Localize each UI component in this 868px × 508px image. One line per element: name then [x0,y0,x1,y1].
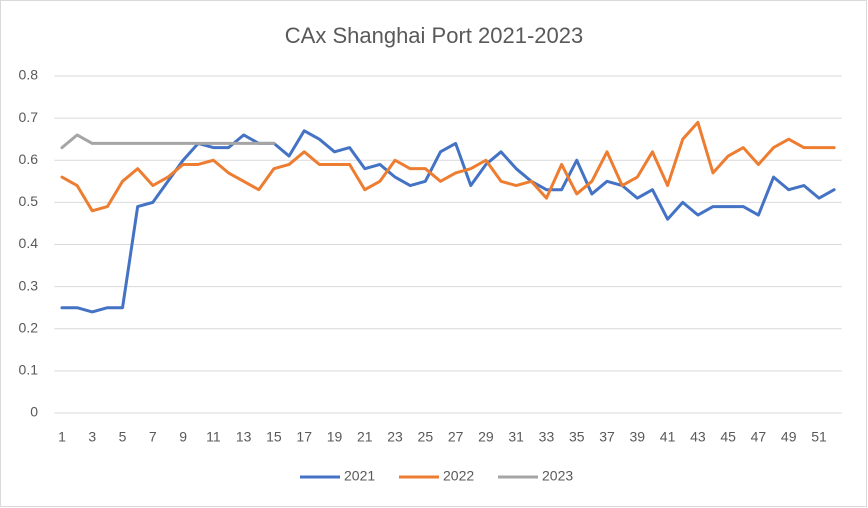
y-tick-label: 0.6 [19,151,39,167]
x-tick-label: 29 [478,429,494,445]
x-tick-label: 27 [448,429,464,445]
legend-label: 2021 [344,468,375,484]
x-tick-label: 49 [781,429,797,445]
x-tick-label: 5 [119,429,127,445]
y-tick-label: 0.4 [19,235,39,251]
x-tick-label: 41 [660,429,676,445]
x-tick-label: 3 [88,429,96,445]
x-tick-label: 13 [236,429,252,445]
y-tick-label: 0.7 [19,109,39,125]
x-tick-label: 51 [811,429,827,445]
x-tick-label: 7 [149,429,157,445]
series-line [60,120,836,213]
x-tick-label: 33 [539,429,555,445]
y-tick-label: 0 [30,404,38,420]
legend-label: 2023 [542,468,573,484]
x-tick-label: 45 [720,429,736,445]
y-tick-label: 0.3 [19,277,39,293]
x-tick-label: 25 [418,429,434,445]
y-tick-label: 0.5 [19,193,39,209]
x-tick-label: 11 [206,429,221,445]
x-tick-label: 35 [569,429,585,445]
series-line [60,129,836,314]
x-tick-label: 17 [296,429,312,445]
x-tick-label: 21 [357,429,373,445]
x-tick-label: 23 [387,429,403,445]
y-tick-label: 0.2 [19,319,39,335]
x-tick-label: 19 [327,429,343,445]
x-tick-label: 9 [179,429,187,445]
x-tick-label: 47 [751,429,767,445]
y-tick-label: 0.8 [19,67,39,83]
series-line [60,133,276,150]
x-tick-label: 39 [630,429,646,445]
x-tick-label: 1 [58,429,66,445]
x-tick-label: 43 [690,429,706,445]
x-tick-label: 37 [599,429,615,445]
x-tick-label: 31 [508,429,524,445]
legend-label: 2022 [443,468,474,484]
y-tick-label: 0.1 [19,362,39,378]
x-tick-label: 15 [266,429,282,445]
chart-title: CAx Shanghai Port 2021-2023 [285,23,583,48]
